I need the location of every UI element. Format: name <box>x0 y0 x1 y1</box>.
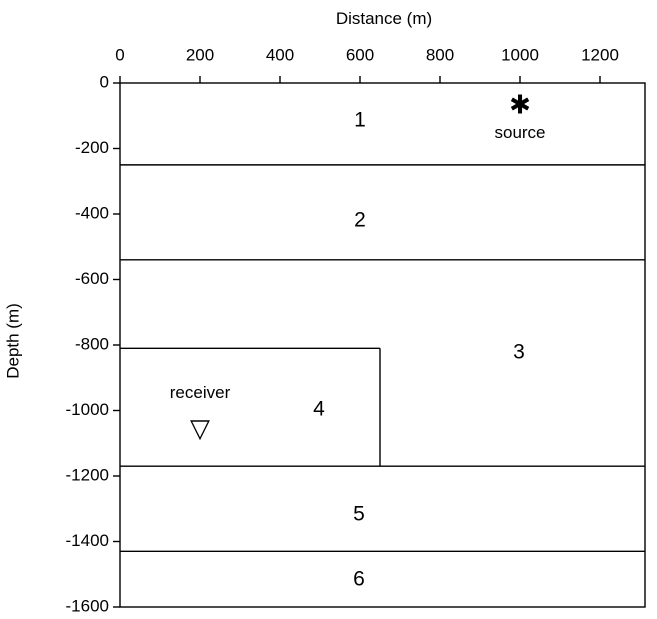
x-tick-label: 0 <box>115 45 124 64</box>
x-tick-label: 800 <box>426 45 454 64</box>
x-tick-label: 1000 <box>501 45 539 64</box>
receiver-label: receiver <box>170 383 231 402</box>
receiver-triangle-icon: ▽ <box>190 413 210 443</box>
layer-1-label: 1 <box>354 109 366 132</box>
layer-4-label: 4 <box>313 398 325 421</box>
source-star-icon: ✱ <box>509 90 531 120</box>
source-label: source <box>494 123 545 142</box>
layer-3-label: 3 <box>513 341 525 364</box>
y-tick-label: 0 <box>100 72 109 91</box>
y-tick-label: -600 <box>75 269 109 288</box>
y-tick-label: -1000 <box>66 400 109 419</box>
y-tick-label: -800 <box>75 334 109 353</box>
layer-5-label: 5 <box>353 503 365 526</box>
y-axis: 0 -200 -400 -600 -800 -1000 -1200 -1400 -1600 <box>66 72 120 615</box>
x-tick-label: 600 <box>346 45 374 64</box>
y-tick-label: -1600 <box>66 596 109 614</box>
layer-6-label: 6 <box>353 568 365 591</box>
x-tick-label: 400 <box>266 45 294 64</box>
x-tick-label: 1200 <box>581 45 619 64</box>
model-frame <box>119 82 646 608</box>
y-tick-label: -1400 <box>66 531 109 550</box>
x-axis: 0 200 400 600 800 1000 1200 <box>115 45 619 83</box>
y-tick-label: -400 <box>75 203 109 222</box>
layer-boundaries <box>120 164 645 553</box>
x-axis-title: Distance (m) <box>336 9 432 28</box>
y-tick-label: -200 <box>75 138 109 157</box>
layer-2-label: 2 <box>354 209 366 232</box>
x-tick-label: 200 <box>186 45 214 64</box>
y-tick-label: -1200 <box>66 465 109 484</box>
layer-labels: 1 2 3 4 5 6 <box>313 109 525 591</box>
y-axis-title: Depth (m) <box>3 303 22 379</box>
